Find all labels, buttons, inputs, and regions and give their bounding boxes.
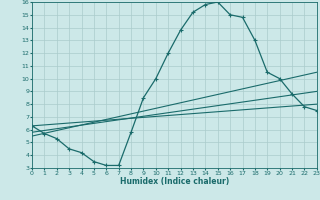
X-axis label: Humidex (Indice chaleur): Humidex (Indice chaleur): [120, 177, 229, 186]
